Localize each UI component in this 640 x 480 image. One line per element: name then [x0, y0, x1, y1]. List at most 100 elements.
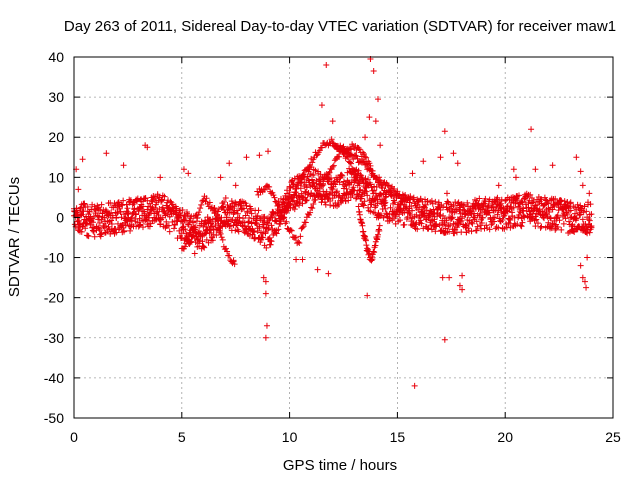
- data-point: [289, 194, 296, 201]
- data-point: [162, 210, 169, 217]
- data-point: [583, 284, 590, 291]
- data-point: [423, 207, 430, 214]
- data-point: [201, 244, 208, 251]
- data-point: [300, 223, 307, 230]
- data-point: [268, 238, 275, 245]
- data-point: [303, 184, 310, 191]
- data-point: [377, 142, 384, 149]
- data-point: [588, 224, 595, 231]
- data-point: [518, 223, 525, 230]
- data-point: [114, 210, 121, 217]
- data-point: [505, 221, 512, 228]
- data-point: [198, 201, 205, 208]
- data-point: [236, 218, 243, 225]
- data-point: [192, 224, 199, 231]
- data-point: [482, 195, 489, 202]
- data-point: [182, 226, 189, 233]
- data-point: [360, 202, 367, 209]
- data-point: [275, 226, 282, 233]
- data-point: [277, 195, 284, 202]
- data-point: [504, 202, 511, 209]
- data-point: [394, 188, 401, 195]
- data-point: [460, 201, 467, 208]
- data-point: [124, 205, 131, 212]
- data-point: [437, 154, 444, 161]
- data-point: [409, 207, 416, 214]
- data-point: [230, 258, 237, 265]
- data-point: [370, 68, 377, 75]
- data-point: [449, 214, 456, 221]
- data-point: [134, 195, 141, 202]
- data-point: [280, 215, 287, 222]
- data-point: [565, 204, 572, 211]
- data-point: [360, 151, 367, 158]
- data-point: [477, 210, 484, 217]
- data-point: [446, 274, 453, 281]
- data-point: [586, 190, 593, 197]
- data-point: [310, 171, 317, 178]
- data-point: [355, 170, 362, 177]
- data-point: [261, 186, 268, 193]
- data-point: [431, 216, 438, 223]
- data-point: [113, 215, 120, 222]
- data-point: [136, 222, 143, 229]
- data-point: [501, 225, 508, 232]
- data-point: [267, 241, 274, 248]
- data-point: [458, 229, 465, 236]
- data-point: [383, 210, 390, 217]
- y-tick-label: 0: [56, 209, 64, 225]
- data-point: [235, 228, 242, 235]
- data-point: [265, 224, 272, 231]
- data-point: [118, 214, 125, 221]
- data-point: [323, 62, 330, 69]
- data-point: [170, 204, 177, 211]
- data-point: [484, 203, 491, 210]
- data-point: [364, 192, 371, 199]
- data-point: [297, 180, 304, 187]
- data-point: [200, 243, 207, 250]
- data-point: [363, 161, 370, 168]
- data-point: [215, 220, 222, 227]
- data-point: [299, 224, 306, 231]
- y-tick-label: 10: [48, 169, 64, 185]
- data-point: [539, 208, 546, 215]
- data-point: [91, 233, 98, 240]
- data-point: [497, 200, 504, 207]
- data-point: [298, 190, 305, 197]
- data-point: [309, 176, 316, 183]
- data-point: [246, 232, 253, 239]
- data-point: [96, 225, 103, 232]
- data-point: [97, 231, 104, 238]
- data-point: [363, 154, 370, 161]
- data-point: [190, 219, 197, 226]
- data-point: [199, 238, 206, 245]
- data-point: [443, 190, 450, 197]
- data-point: [222, 195, 229, 202]
- data-point: [374, 96, 381, 103]
- data-point: [178, 230, 185, 237]
- data-point: [132, 210, 139, 217]
- data-point: [318, 144, 325, 151]
- data-point: [174, 217, 181, 224]
- data-point: [380, 190, 387, 197]
- data-point: [349, 192, 356, 199]
- x-axis-label: GPS time / hours: [283, 457, 397, 474]
- data-point: [314, 185, 321, 192]
- data-point: [365, 176, 372, 183]
- data-point: [81, 200, 88, 207]
- data-point: [260, 274, 267, 281]
- data-point: [327, 198, 334, 205]
- data-point: [362, 175, 369, 182]
- data-point: [584, 254, 591, 261]
- data-point: [392, 213, 399, 220]
- data-point: [439, 274, 446, 281]
- data-point: [286, 200, 293, 207]
- data-point: [532, 223, 539, 230]
- data-point: [362, 153, 369, 160]
- data-point: [541, 202, 548, 209]
- data-point: [183, 217, 190, 224]
- data-point: [308, 204, 315, 211]
- data-point: [217, 230, 224, 237]
- data-point: [577, 211, 584, 218]
- data-point: [157, 221, 164, 228]
